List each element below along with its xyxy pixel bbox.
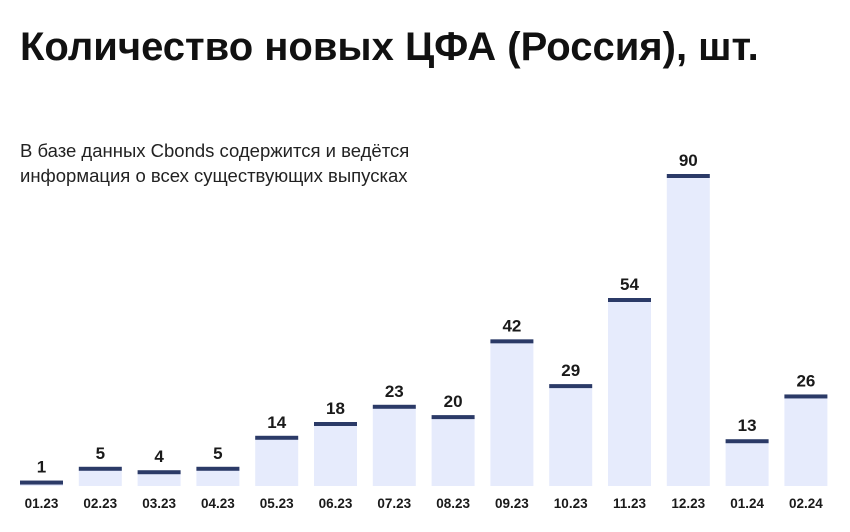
data-label-01.23: 1 [37,458,46,477]
x-tick-label-02.23: 02.23 [83,496,117,511]
x-tick-label-08.23: 08.23 [436,496,470,511]
bar-cap-12.23 [666,174,710,178]
bar-09.23 [490,341,534,486]
data-label-11.23: 54 [620,275,639,294]
bar-cap-04.23 [196,466,240,471]
bar-10.23 [549,386,593,486]
x-tick-label-02.24: 02.24 [789,496,823,511]
data-label-09.23: 42 [502,316,521,335]
bar-06.23 [314,424,357,486]
bar-cap-08.23 [431,415,475,420]
bar-cap-09.23 [490,339,534,344]
x-tick-label-10.23: 10.23 [554,496,588,511]
x-tick-label-04.23: 04.23 [201,496,235,511]
bar-cap-01.24 [725,439,769,444]
x-tick-label-05.23: 05.23 [260,496,294,511]
bar-05.23 [255,437,299,486]
data-label-08.23: 20 [444,392,463,411]
data-label-10.23: 29 [561,361,580,380]
chart-subtitle: В базе данных Cbonds содержится и ведётс… [20,140,410,186]
bar-02.24 [784,396,828,486]
bar-03.23 [137,472,181,486]
x-tick-label-06.23: 06.23 [319,496,353,511]
data-label-01.24: 13 [738,416,757,435]
bar-01.24 [725,441,769,486]
x-tick-label-09.23: 09.23 [495,496,529,511]
data-label-03.23: 4 [154,447,164,466]
bar-cap-07.23 [372,404,416,409]
bar-cap-02.24 [784,394,828,399]
bar-cap-06.23 [314,422,357,426]
x-tick-label-07.23: 07.23 [377,496,411,511]
bar-11.23 [608,300,651,486]
x-tick-label-12.23: 12.23 [671,496,705,511]
data-label-02.23: 5 [96,444,105,463]
data-label-05.23: 14 [267,413,286,432]
bar-cap-01.23 [20,480,63,485]
bar-02.23 [78,468,122,486]
x-tick-label-03.23: 03.23 [142,496,176,511]
x-tick-label-01.24: 01.24 [730,496,764,511]
data-label-06.23: 18 [326,399,345,418]
x-tick-label-11.23: 11.23 [613,496,647,511]
data-label-02.24: 26 [796,371,815,390]
bar-cap-02.23 [78,466,122,471]
bar-cap-11.23 [608,298,651,302]
bar-12.23 [666,176,710,486]
x-tick-label-01.23: 01.23 [25,496,59,511]
bar-08.23 [431,417,475,486]
bar-cap-10.23 [549,384,593,389]
bar-cap-03.23 [137,470,181,475]
data-label-04.23: 5 [213,444,222,463]
data-label-12.23: 90 [679,151,698,170]
bar-07.23 [372,406,416,486]
data-label-07.23: 23 [385,382,404,401]
chart-title: Количество новых ЦФА (Россия), шт. [20,25,759,69]
bar-cap-05.23 [255,435,299,440]
bar-04.23 [196,468,240,486]
